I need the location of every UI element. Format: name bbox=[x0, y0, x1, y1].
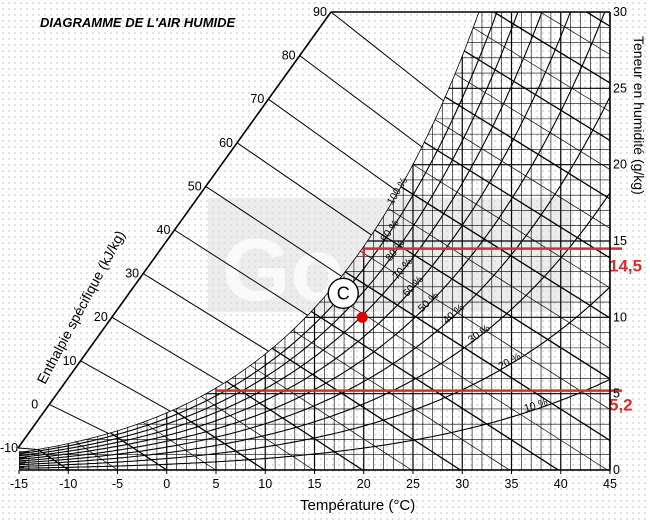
y-tick-label: 0 bbox=[613, 463, 620, 477]
enthalpy-extension-line bbox=[268, 98, 399, 192]
chart-title: DIAGRAMME DE L'AIR HUMIDE bbox=[40, 15, 236, 30]
enthalpy-extension-line bbox=[299, 55, 422, 148]
enthalpy-line bbox=[350, 12, 610, 470]
enthalpy-extension-line bbox=[236, 142, 372, 236]
x-axis-label: Température (°C) bbox=[300, 497, 415, 514]
enthalpy-tick-label: 60 bbox=[219, 136, 233, 150]
x-tick-label: 10 bbox=[258, 477, 272, 491]
x-tick-label: -10 bbox=[59, 477, 77, 491]
x-tick-label: 5 bbox=[213, 477, 220, 491]
x-tick-label: 25 bbox=[406, 477, 420, 491]
enthalpy-tick-label: 40 bbox=[157, 223, 171, 237]
y-tick-label: 20 bbox=[613, 158, 627, 172]
enthalpy-tick-label: 10 bbox=[63, 354, 77, 368]
x-tick-label: 15 bbox=[308, 477, 322, 491]
enthalpy-extension-line bbox=[174, 229, 308, 316]
enthalpy-scale-line bbox=[17, 11, 332, 449]
x-tick-label: -15 bbox=[10, 477, 28, 491]
annotation-label: 5,2 bbox=[609, 396, 633, 415]
enthalpy-tick-label: 70 bbox=[250, 92, 264, 106]
enthalpy-tick-label: 80 bbox=[282, 49, 296, 63]
rh-curve-60 bbox=[19, 12, 574, 460]
y-tick-label: 5 bbox=[613, 387, 620, 401]
enthalpy-extension-line bbox=[17, 447, 37, 450]
enthalpy-line bbox=[19, 12, 363, 470]
enthalpy-extension-line bbox=[205, 185, 342, 277]
annotation-label: 14,5 bbox=[609, 257, 642, 276]
point-label: C bbox=[337, 283, 350, 303]
enthalpy-extension-line bbox=[111, 316, 224, 384]
humidity-axis-label: Teneur en humidité (g/kg) bbox=[631, 36, 647, 195]
enthalpy-tick-label: 30 bbox=[125, 267, 139, 281]
rh-curve-30 bbox=[19, 192, 610, 466]
enthalpy-tick-label: 0 bbox=[31, 397, 38, 411]
x-tick-label: -5 bbox=[112, 477, 123, 491]
enthalpy-tick-label: 50 bbox=[188, 179, 202, 193]
enthalpy-extension-line bbox=[80, 360, 171, 412]
rh-curve-20 bbox=[19, 286, 610, 467]
y-tick-label: 30 bbox=[613, 5, 627, 19]
svg-text:Go: Go bbox=[222, 220, 344, 319]
x-tick-label: 35 bbox=[505, 477, 519, 491]
point-label-circle bbox=[327, 277, 359, 310]
enthalpy-tick-label: 20 bbox=[94, 310, 108, 324]
x-tick-label: 20 bbox=[357, 477, 371, 491]
point-marker bbox=[356, 311, 368, 323]
enthalpy-tick-label: 90 bbox=[313, 5, 327, 19]
rh-curve-40 bbox=[19, 96, 610, 464]
enthalpy-line bbox=[397, 12, 610, 470]
y-tick-label: 25 bbox=[613, 81, 627, 95]
y-tick-label: 10 bbox=[613, 310, 627, 324]
enthalpy-extension-line bbox=[142, 273, 269, 352]
enthalpy-tick-label: -10 bbox=[0, 441, 18, 455]
enthalpy-extension-line bbox=[330, 11, 444, 102]
y-tick-label: 15 bbox=[613, 234, 627, 248]
x-tick-label: 45 bbox=[603, 477, 617, 491]
enthalpy-extension-line bbox=[49, 403, 109, 434]
x-tick-label: 40 bbox=[554, 477, 568, 491]
x-tick-label: 0 bbox=[163, 477, 170, 491]
rh-curve-70 bbox=[19, 12, 545, 459]
watermark: Go bbox=[208, 198, 573, 319]
rh-curve-10 bbox=[19, 378, 610, 469]
rh-curve-90 bbox=[19, 12, 500, 455]
x-tick-label: 30 bbox=[455, 477, 469, 491]
rh-curve-80 bbox=[19, 12, 520, 457]
enthalpy-line bbox=[443, 12, 610, 470]
